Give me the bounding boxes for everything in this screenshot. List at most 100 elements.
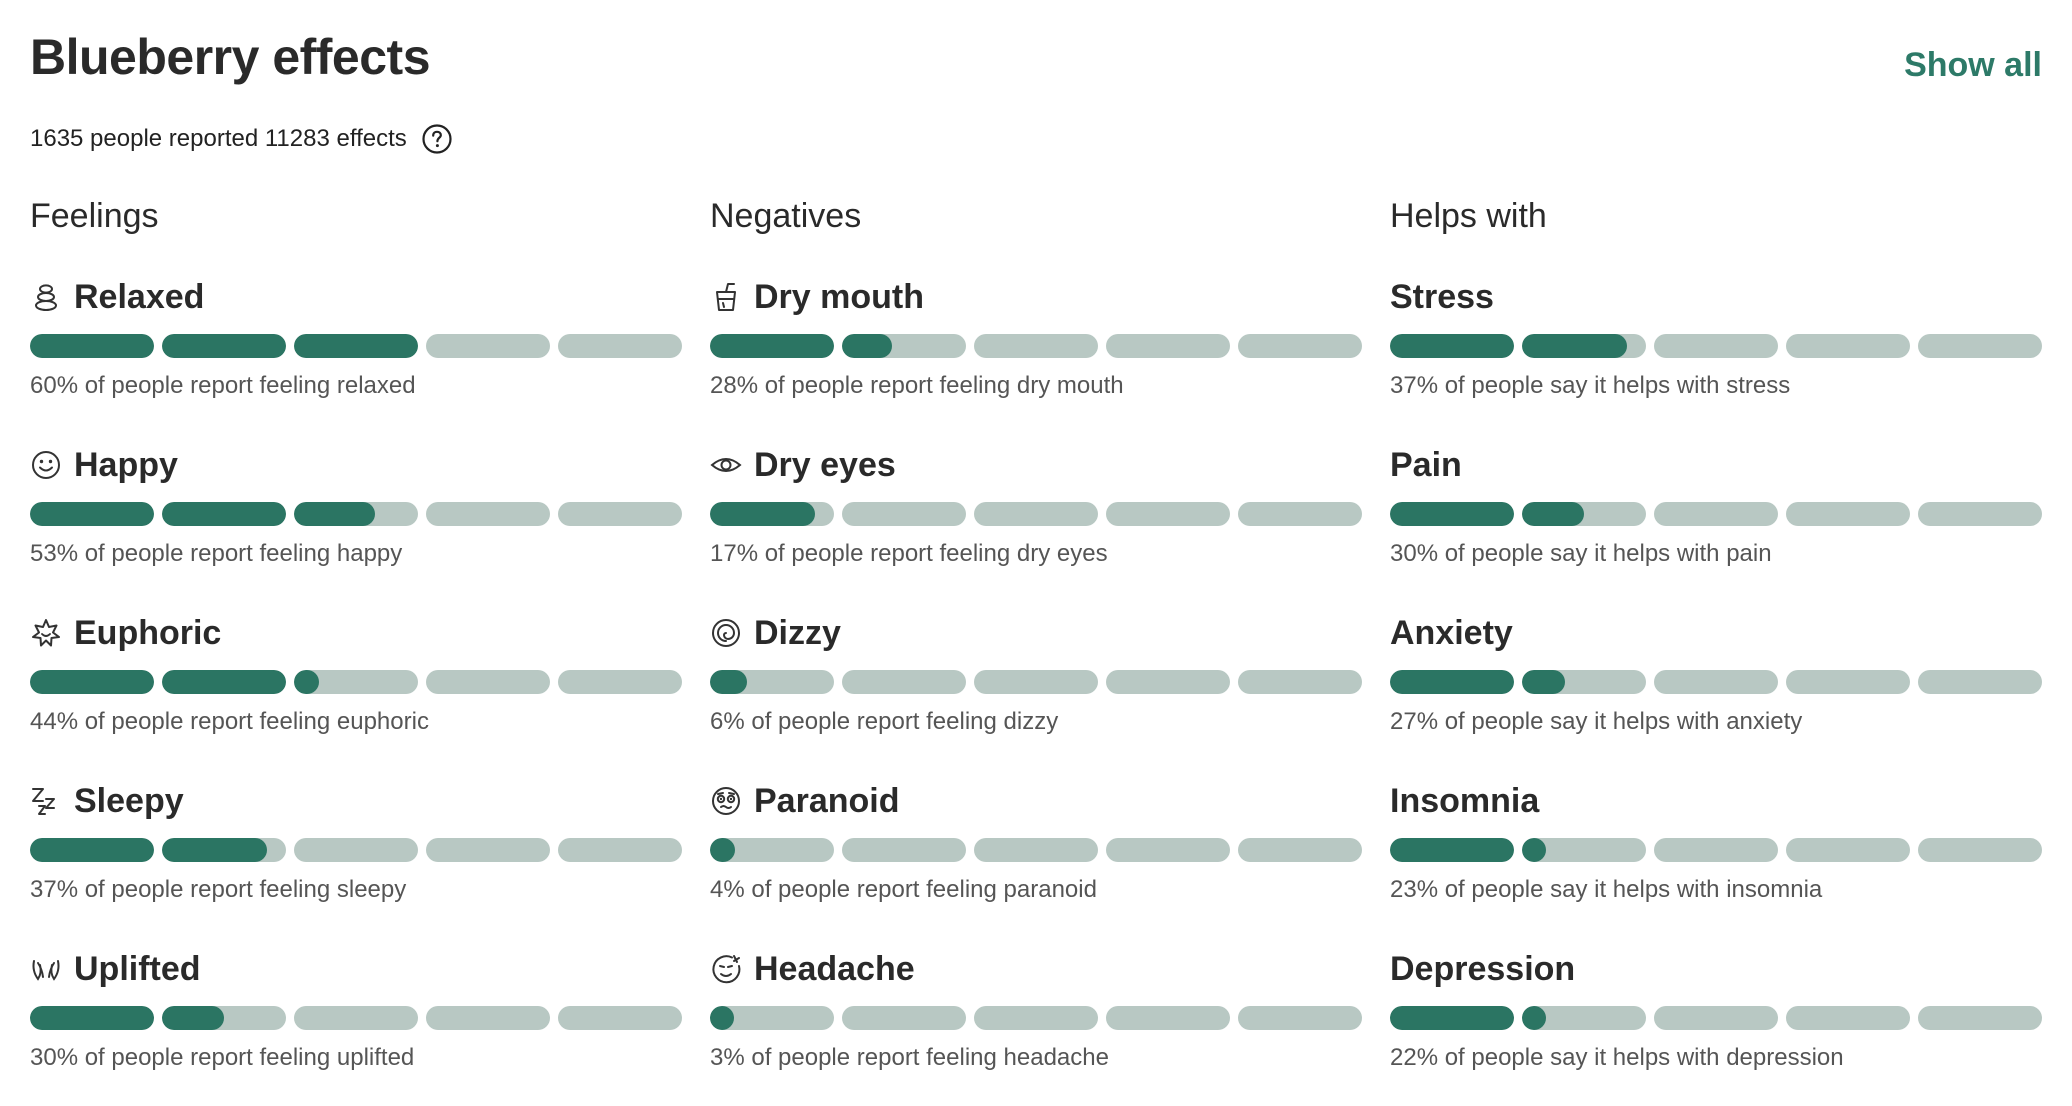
- effect-title: Sleepy: [30, 780, 682, 822]
- effect-name: Depression: [1390, 949, 1576, 988]
- bar-segment-fill: [162, 334, 286, 358]
- effect-title: Euphoric: [30, 612, 682, 654]
- bar-segment-fill: [710, 334, 834, 358]
- bar-segment: [1390, 670, 1514, 694]
- bar-segment: [1522, 334, 1646, 358]
- effect-name: Dizzy: [754, 613, 841, 652]
- effect-description: 44% of people report feeling euphoric: [30, 708, 429, 735]
- bar-segment: [558, 838, 682, 862]
- effect-pain: Pain 30% of people say it helps with pain: [1390, 444, 2042, 612]
- bar-segment: [162, 334, 286, 358]
- bar-segment: [974, 502, 1098, 526]
- bar-segment: [1106, 502, 1230, 526]
- bar-segment: [426, 1006, 550, 1030]
- effect-name: Insomnia: [1390, 781, 1540, 820]
- bar-segment-fill: [30, 838, 154, 862]
- effect-title: Stress: [1390, 276, 2042, 318]
- effect-title: Headache: [710, 948, 1362, 990]
- effect-description: 28% of people report feeling dry mouth: [710, 372, 1124, 399]
- bar-segment-fill: [162, 502, 286, 526]
- bar-segment: [1786, 1006, 1910, 1030]
- bar-segment: [1918, 838, 2042, 862]
- effect-name: Sleepy: [74, 781, 184, 820]
- bar-segment: [162, 838, 286, 862]
- bar-segment: [710, 670, 834, 694]
- bar-segment: [1106, 670, 1230, 694]
- effect-description: 23% of people say it helps with insomnia: [1390, 876, 1823, 903]
- bar-segment-fill: [1522, 838, 1546, 862]
- bar-segment: [842, 838, 966, 862]
- bar-segment: [426, 670, 550, 694]
- bar-segment: [1106, 838, 1230, 862]
- effect-description: 3% of people report feeling headache: [710, 1044, 1109, 1071]
- effect-relaxed: Relaxed 60% of people report feeling rela…: [30, 276, 682, 444]
- bar-segment-fill: [710, 670, 748, 694]
- bar-segment: [426, 838, 550, 862]
- bar-segment-fill: [294, 502, 375, 526]
- effect-percent-bar: [1390, 334, 2042, 358]
- effect-description: 22% of people say it helps with depressi…: [1390, 1044, 1844, 1071]
- bar-segment: [1238, 502, 1362, 526]
- bar-segment: [1106, 334, 1230, 358]
- effect-title: Insomnia: [1390, 780, 2042, 822]
- bar-segment-fill: [30, 502, 154, 526]
- bar-segment-fill: [30, 1006, 154, 1030]
- bar-segment-fill: [1522, 670, 1566, 694]
- effect-insomnia: Insomnia 23% of people say it helps with …: [1390, 780, 2042, 948]
- effect-percent-bar: [30, 334, 682, 358]
- bar-segment-fill: [1522, 1006, 1546, 1030]
- bar-segment: [1238, 1006, 1362, 1030]
- effect-title: Anxiety: [1390, 612, 2042, 654]
- bar-segment: [30, 334, 154, 358]
- effect-percent-bar: [710, 838, 1362, 862]
- effect-dry-eyes: Dry eyes 17% of people report feeling dry…: [710, 444, 1362, 612]
- effect-percent-bar: [30, 838, 682, 862]
- bar-segment: [1786, 838, 1910, 862]
- bar-segment: [1654, 1006, 1778, 1030]
- bar-segment: [558, 670, 682, 694]
- bar-segment-fill: [30, 670, 154, 694]
- bar-segment: [974, 670, 1098, 694]
- bar-segment: [294, 502, 418, 526]
- effect-name: Euphoric: [74, 613, 222, 652]
- bar-segment: [162, 670, 286, 694]
- bar-segment: [162, 1006, 286, 1030]
- bar-segment-fill: [294, 334, 418, 358]
- bar-segment: [842, 1006, 966, 1030]
- bar-segment: [1238, 670, 1362, 694]
- bar-segment: [842, 502, 966, 526]
- bar-segment: [162, 502, 286, 526]
- bar-segment: [558, 502, 682, 526]
- effect-headache: Headache 3% of people report feeling head…: [710, 948, 1362, 1106]
- bar-segment: [1522, 502, 1646, 526]
- effects-columns: Feelings Relaxed 60% of people report feel…: [30, 196, 2042, 1106]
- effect-anxiety: Anxiety 27% of people say it helps with a…: [1390, 612, 2042, 780]
- effect-percent-bar: [30, 502, 682, 526]
- relaxed-icon: [30, 281, 62, 313]
- bar-segment-fill: [1522, 334, 1628, 358]
- bar-segment: [1654, 334, 1778, 358]
- effect-percent-bar: [30, 1006, 682, 1030]
- effect-description: 30% of people report feeling uplifted: [30, 1044, 415, 1071]
- bar-segment: [30, 838, 154, 862]
- show-all-link[interactable]: Show all: [1904, 46, 2042, 84]
- question-circle-icon[interactable]: [421, 123, 453, 155]
- effect-name: Dry eyes: [754, 445, 896, 484]
- bar-segment: [426, 334, 550, 358]
- effect-name: Happy: [74, 445, 178, 484]
- bar-segment-fill: [710, 502, 816, 526]
- bar-segment: [710, 838, 834, 862]
- bar-segment: [974, 1006, 1098, 1030]
- bar-segment-fill: [1390, 1006, 1514, 1030]
- effect-description: 37% of people report feeling sleepy: [30, 876, 407, 903]
- bar-segment: [1238, 334, 1362, 358]
- bar-segment-fill: [30, 334, 154, 358]
- effect-name: Stress: [1390, 277, 1494, 316]
- uplifted-icon: [30, 953, 62, 985]
- effect-depression: Depression 22% of people say it helps wit…: [1390, 948, 2042, 1106]
- bar-segment-fill: [1390, 334, 1514, 358]
- effect-name: Relaxed: [74, 277, 205, 316]
- effect-description: 53% of people report feeling happy: [30, 540, 403, 567]
- bar-segment-fill: [842, 334, 892, 358]
- bar-segment: [294, 670, 418, 694]
